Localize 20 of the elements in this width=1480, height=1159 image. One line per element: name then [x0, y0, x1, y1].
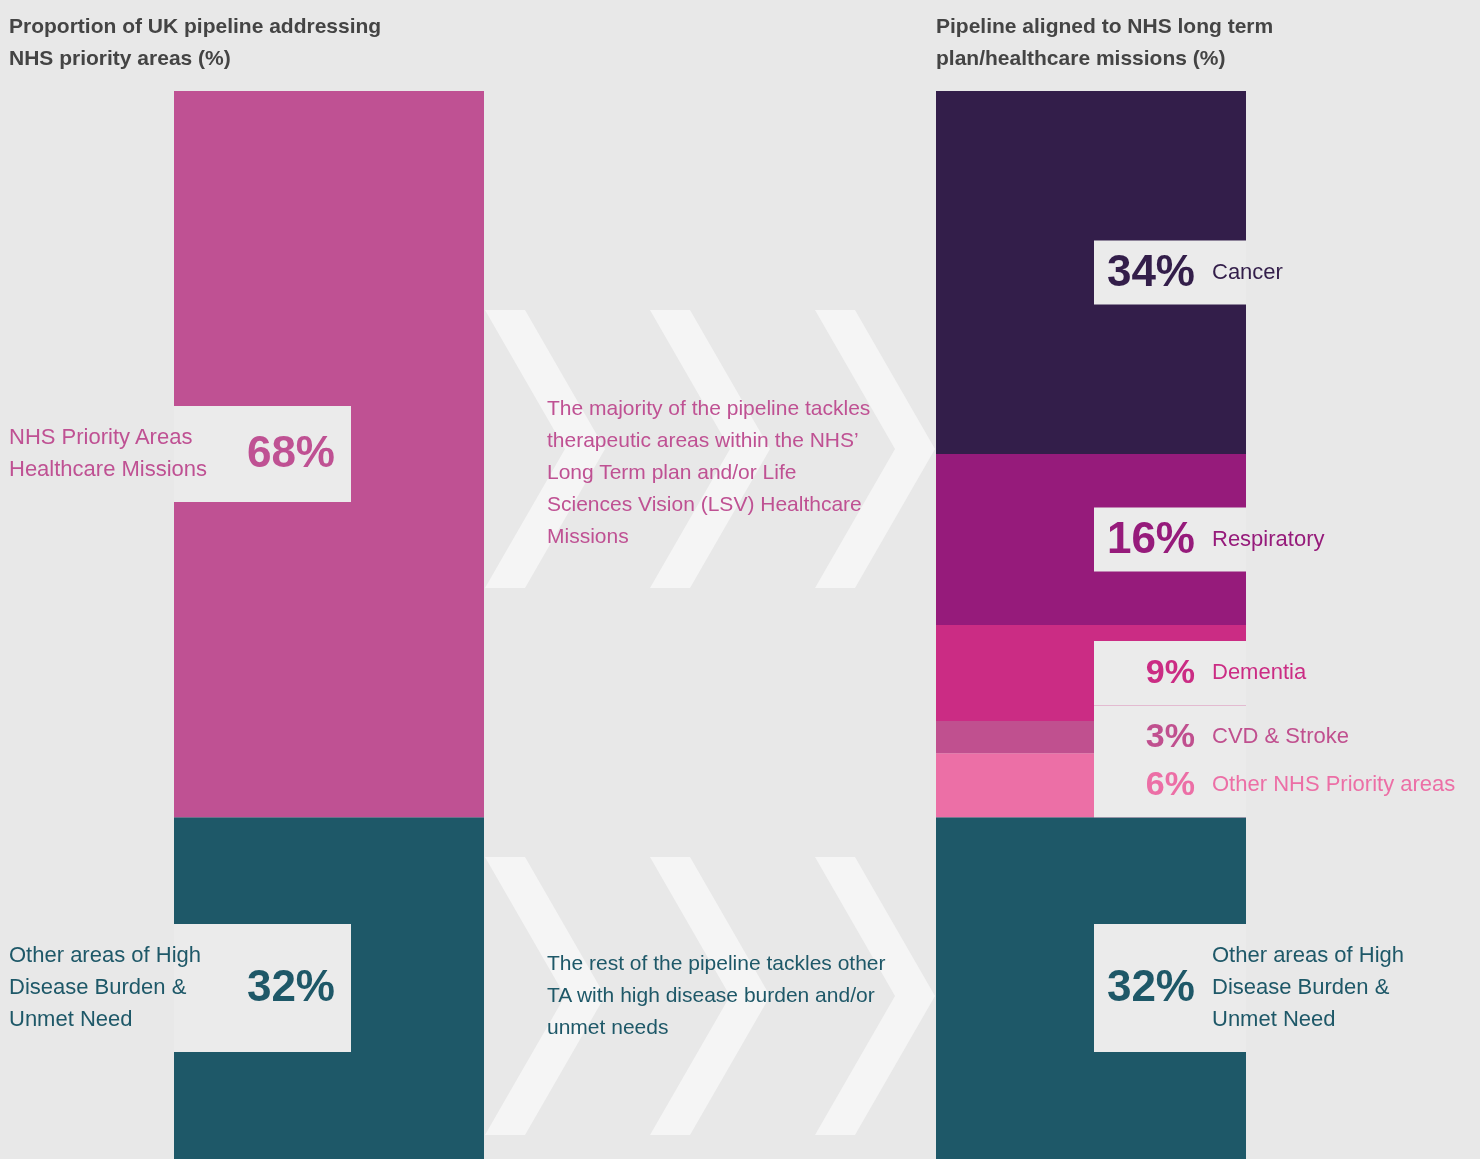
data-label: 68%: [246, 427, 335, 477]
data-label: 32%: [246, 961, 335, 1011]
data-label: 32%: [1106, 961, 1195, 1011]
series-label: Respiratory: [1212, 525, 1325, 551]
series-label: Other NHS Priority areas: [1212, 771, 1456, 797]
data-label: 6%: [1145, 764, 1195, 803]
series-label: Dementia: [1212, 659, 1307, 685]
text: The rest of the pipeline tackles other TA with high disease burden and/or unmet needs: [547, 950, 887, 1040]
series-label: Other areas of High Disease Burden & Unmet Need: [1212, 942, 1404, 1032]
series-label: Cancer: [1212, 258, 1283, 284]
data-label: 16%: [1106, 512, 1195, 562]
series-label: NHS Priority Areas Healthcare Missions: [9, 424, 208, 482]
chart-title: Pipeline aligned to NHS long term plan/healthcare missions (%): [936, 14, 1274, 69]
data-label: 9%: [1145, 652, 1195, 691]
text: The majority of the pipeline tackles therapeutic areas within the NHS’ Long Term plan and/or Life Sciences Vision (LSV) Healthcare Missions: [547, 395, 872, 549]
data-label: 3%: [1145, 716, 1195, 755]
series-label: CVD & Stroke: [1212, 723, 1349, 749]
series-label: Other areas of High Disease Burden & Unmet Need: [9, 942, 201, 1032]
data-label: 34%: [1106, 245, 1195, 295]
chart-title: Proportion of UK pipeline addressing NHS priority areas (%): [9, 14, 382, 69]
